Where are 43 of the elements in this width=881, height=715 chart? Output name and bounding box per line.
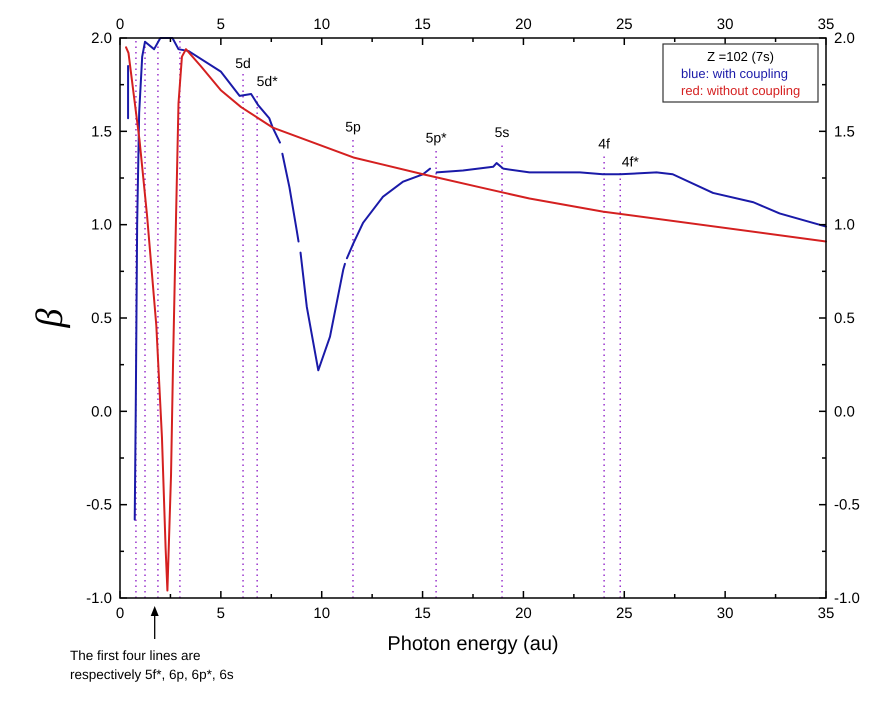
x2-tick-label: 5 (216, 605, 226, 622)
x-tick-label: 35 (818, 16, 834, 33)
legend-title: Z =102 (7s) (707, 49, 774, 64)
x-tick-label: 0 (116, 16, 124, 33)
text: red: without coupling (681, 83, 800, 98)
y-tick-label: 2.0 (91, 30, 112, 47)
x-tick-label: 30 (716, 16, 734, 33)
x-tick-label: 15 (414, 16, 431, 33)
ref-line-label: 4f* (622, 153, 640, 170)
ref-line-label: 5s (494, 124, 510, 140)
text: The first four lines are respectively 5f*, 6p, 6p*, 6s (70, 648, 234, 682)
x2-tick-label: 15 (414, 605, 431, 622)
y2-tick-label: -1.0 (834, 590, 860, 607)
y2-tick-label: 2.0 (834, 30, 855, 47)
y2-tick-label: 1.0 (834, 216, 855, 234)
y2-tick-label: 1.5 (834, 123, 855, 140)
y-tick-label: 0.0 (91, 403, 112, 420)
x2-tick-label: 30 (716, 605, 734, 622)
ref-line-label: 5p (345, 118, 361, 134)
y-tick-label: 1.0 (91, 216, 112, 234)
x2-tick-label: 25 (616, 605, 633, 622)
ref-line-label: 5p* (426, 130, 448, 146)
y2-tick-label: -0.5 (834, 496, 860, 514)
text: blue: with coupling (681, 66, 788, 81)
y-axis-title: β (29, 308, 71, 328)
x-tick-label: 20 (515, 16, 532, 33)
x2-tick-label: 20 (515, 605, 532, 622)
x2-tick-label: 0 (116, 605, 124, 622)
y-tick-label: -0.5 (86, 496, 112, 514)
x2-tick-label: 10 (313, 605, 330, 622)
x2-tick-label: 35 (818, 605, 834, 622)
y-tick-label: -1.0 (86, 590, 112, 607)
x-axis-title: Photon energy (au) (387, 633, 559, 655)
x-tick-label: 25 (616, 16, 633, 33)
y-tick-label: 0.5 (91, 310, 112, 327)
ref-line-label: 5d (235, 55, 251, 71)
ref-line-label: 5d* (256, 73, 278, 89)
x-tick-label: 10 (313, 16, 330, 33)
y-tick-label: 1.5 (91, 123, 112, 140)
y2-tick-label: 0.0 (834, 403, 855, 420)
x-tick-label: 5 (216, 16, 226, 33)
y2-tick-label: 0.5 (834, 310, 855, 327)
ref-line-label: 4f (598, 135, 610, 152)
